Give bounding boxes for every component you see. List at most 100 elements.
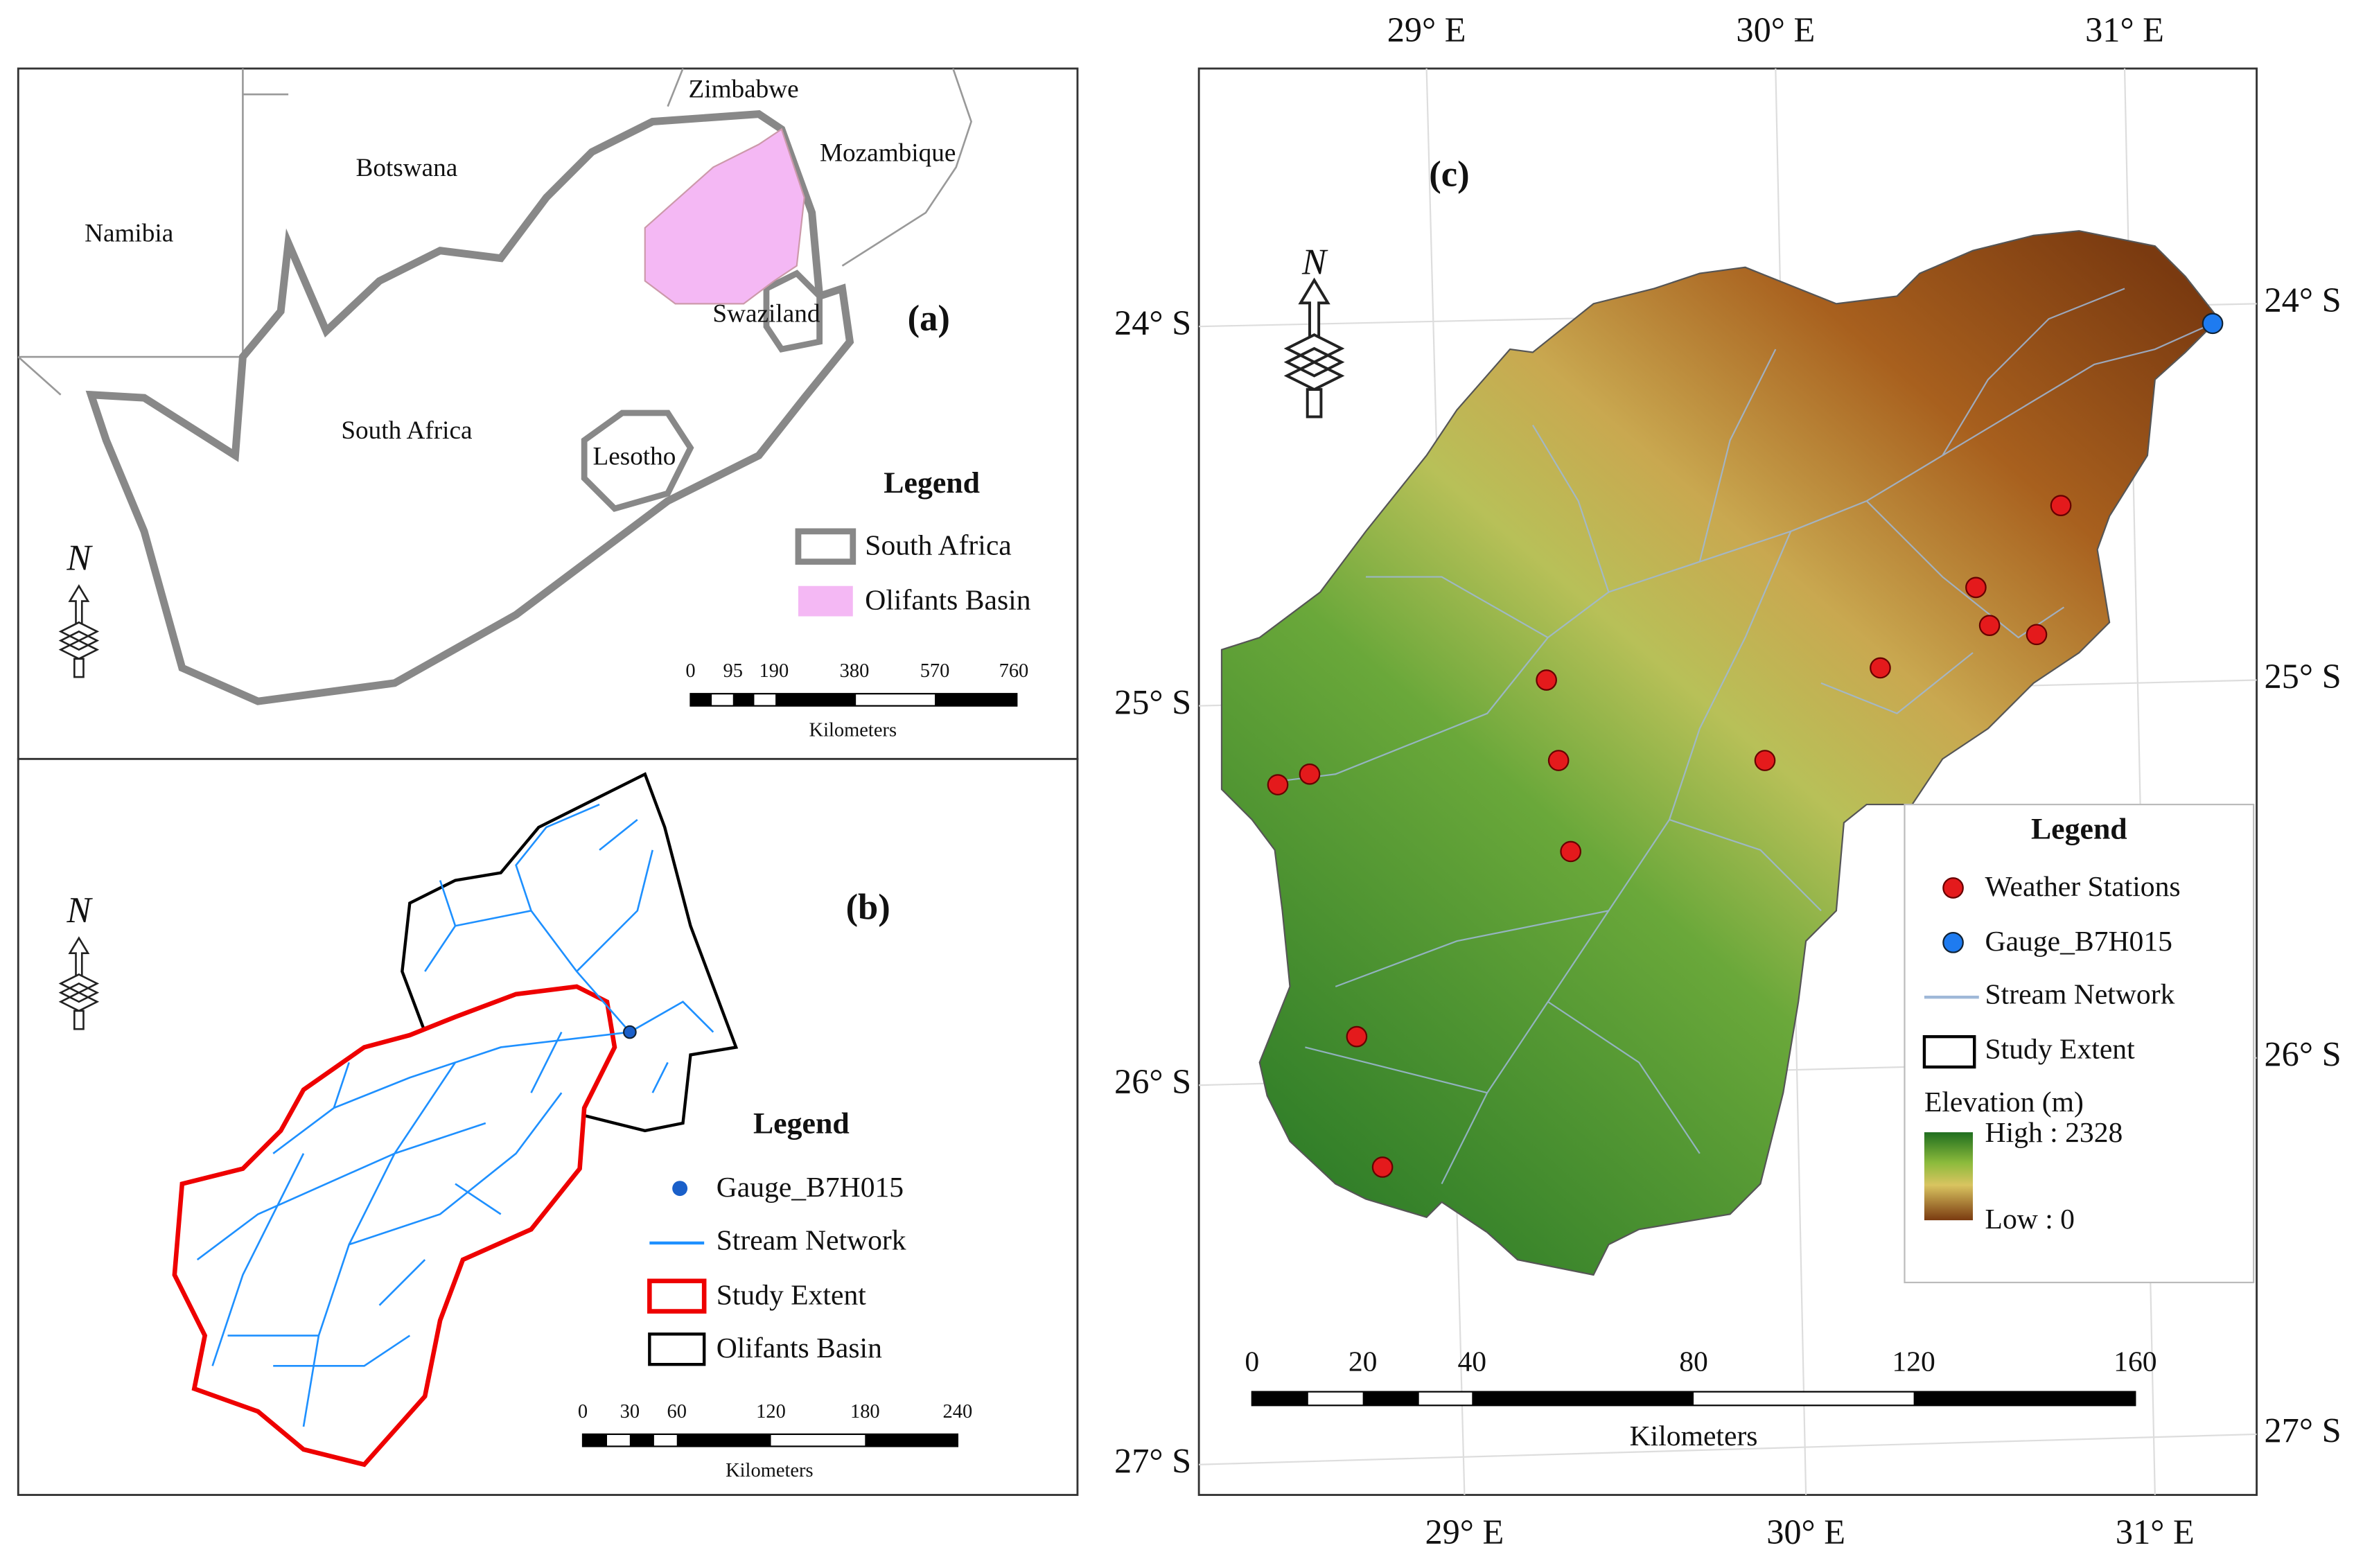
country-label: Zimbabwe xyxy=(689,75,799,103)
elevation-low: Low : 0 xyxy=(1985,1204,2075,1235)
lesotho-outline xyxy=(581,409,694,512)
country-label: Mozambique xyxy=(820,139,956,167)
scale-bar-segment xyxy=(1251,1391,1308,1406)
weather-station xyxy=(1346,1025,1368,1048)
scale-bar xyxy=(689,693,1018,707)
scale-tick-label: 20 xyxy=(1348,1346,1378,1378)
scale-bar xyxy=(1251,1391,2136,1407)
legend-label: Olifants Basin xyxy=(717,1332,882,1364)
legend-swatch xyxy=(795,528,856,565)
weather-station xyxy=(1754,750,1776,771)
weather-station xyxy=(1547,750,1570,771)
panel-c: (c) N 29° E 30° E 31° E 29° E 30° E 31° … xyxy=(1114,10,2342,1551)
scale-bar-segment xyxy=(582,1434,608,1447)
lon-label: 30° E xyxy=(1736,10,1815,49)
scale-tick-label: 0 xyxy=(685,660,695,682)
elevation-title: Elevation (m) xyxy=(1924,1086,2084,1118)
lon-label: 31° E xyxy=(2085,10,2164,49)
scale-unit: Kilometers xyxy=(1630,1420,1758,1452)
scale-tick-label: 190 xyxy=(759,660,789,682)
lat-label: 27° S xyxy=(1114,1441,1191,1480)
panel-a: Zimbabwe Mozambique Botswana Namibia Swa… xyxy=(17,67,1079,760)
scale-bar-segment xyxy=(629,1434,654,1447)
scale-tick-label: 60 xyxy=(667,1401,687,1422)
legend-label: Weather Stations xyxy=(1985,871,2181,903)
lon-label: 29° E xyxy=(1387,10,1466,49)
legend-title: Legend xyxy=(2031,813,2127,846)
legend-swatch xyxy=(798,585,853,617)
scale-bar-segment xyxy=(690,694,712,706)
scale-tick-label: 120 xyxy=(756,1401,786,1422)
scale-tick-label: 120 xyxy=(1892,1346,1935,1378)
legend-label: Study Extent xyxy=(717,1279,867,1311)
weather-station xyxy=(1560,840,1581,863)
scale-tick-label: 160 xyxy=(2114,1346,2156,1378)
weather-station xyxy=(1870,657,1891,679)
panel-label: (b) xyxy=(846,887,890,927)
panel-b: (b) N Legend Gauge_B7H015 Stream Network… xyxy=(17,757,1079,1496)
stream-network xyxy=(196,803,714,1427)
scale-tick-label: 570 xyxy=(920,660,950,682)
weather-stations xyxy=(1267,495,2072,1178)
scale-bar-segment xyxy=(775,694,856,706)
weather-station xyxy=(1299,763,1321,785)
scale-tick-label: 0 xyxy=(1245,1346,1259,1378)
lat-label: 27° S xyxy=(2265,1411,2342,1450)
scale-tick-label: 0 xyxy=(578,1401,588,1422)
graticule-line xyxy=(1199,1433,2257,1465)
north-label: N xyxy=(1301,243,1328,283)
olifants-basin xyxy=(644,127,805,305)
country-label: Lesotho xyxy=(592,442,676,470)
legend-label: Study Extent xyxy=(1985,1034,2136,1066)
gauge-point xyxy=(2202,312,2224,335)
scale-bar-segment xyxy=(1913,1391,2136,1406)
lat-label: 25° S xyxy=(2265,657,2342,696)
scale-bar-segment xyxy=(676,1434,771,1447)
scale-tick-label: 180 xyxy=(850,1401,880,1422)
lat-label: 26° S xyxy=(2265,1034,2342,1073)
lat-label: 26° S xyxy=(1114,1062,1191,1101)
legend-swatch xyxy=(1942,877,1964,899)
lon-label: 31° E xyxy=(2116,1513,2195,1551)
scale-bar-segment xyxy=(865,1434,958,1447)
scale-unit: Kilometers xyxy=(726,1460,814,1481)
scale-tick-label: 40 xyxy=(1458,1346,1487,1378)
legend-swatch xyxy=(647,1278,707,1314)
lon-label: 30° E xyxy=(1766,1513,1845,1551)
legend-label: South Africa xyxy=(865,529,1011,561)
swaziland-outline xyxy=(763,270,823,353)
elevation-ramp xyxy=(1924,1132,1974,1221)
weather-station xyxy=(2026,624,2048,646)
scale-bar-segment xyxy=(1362,1391,1419,1406)
legend-label: Olifants Basin xyxy=(865,584,1030,616)
study-extent xyxy=(172,984,617,1468)
weather-station xyxy=(1965,576,1987,599)
legend-swatch xyxy=(1942,932,1964,953)
legend-swatch xyxy=(672,1181,688,1197)
weather-station xyxy=(1371,1156,1394,1178)
elevation-high: High : 2328 xyxy=(1985,1117,2123,1149)
legend-label: Gauge_B7H015 xyxy=(717,1172,904,1204)
scale-tick-label: 80 xyxy=(1679,1346,1708,1378)
scale-tick-label: 380 xyxy=(840,660,870,682)
panel-label: (a) xyxy=(908,299,950,339)
legend: Legend Weather Stations Gauge_B7H015 Str… xyxy=(1904,803,2255,1284)
scale-bar-segment xyxy=(732,694,755,706)
country-label: Swaziland xyxy=(712,299,820,328)
stream-network xyxy=(1274,288,2213,1185)
country-label: South Africa xyxy=(341,416,473,445)
legend-swatch xyxy=(648,1332,706,1366)
lat-label: 24° S xyxy=(1114,303,1191,342)
scale-bar xyxy=(581,1433,958,1447)
legend-label: Stream Network xyxy=(717,1225,906,1257)
legend-label: Stream Network xyxy=(1985,979,2175,1011)
panel-label: (c) xyxy=(1429,155,1469,195)
scale-tick-label: 240 xyxy=(943,1401,973,1422)
scale-bar-segment xyxy=(1472,1391,1694,1406)
legend-swatch xyxy=(1922,1034,1976,1069)
country-label: Botswana xyxy=(356,154,458,182)
legend-title: Legend xyxy=(753,1107,850,1140)
gauge-point xyxy=(623,1025,637,1039)
